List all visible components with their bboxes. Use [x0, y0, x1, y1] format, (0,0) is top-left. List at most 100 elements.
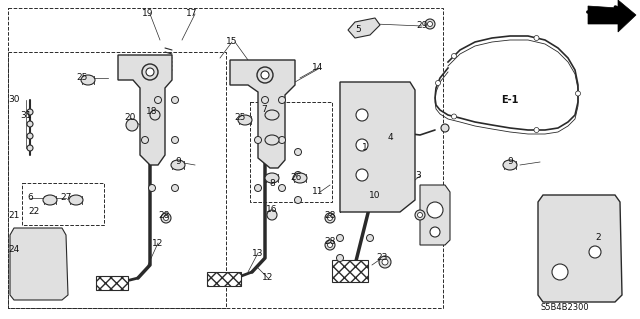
Polygon shape — [348, 18, 380, 38]
Circle shape — [150, 110, 160, 120]
Circle shape — [255, 184, 262, 191]
Ellipse shape — [265, 110, 279, 120]
Circle shape — [441, 124, 449, 132]
Circle shape — [356, 139, 368, 151]
Text: 22: 22 — [28, 207, 40, 217]
Circle shape — [575, 91, 580, 96]
Text: 15: 15 — [227, 38, 237, 47]
Circle shape — [27, 145, 33, 151]
Circle shape — [262, 97, 269, 103]
Bar — [8, 8, 443, 308]
Circle shape — [154, 97, 161, 103]
Polygon shape — [420, 185, 450, 245]
Circle shape — [325, 213, 335, 223]
Text: 5: 5 — [355, 26, 361, 34]
Circle shape — [367, 234, 374, 241]
Circle shape — [146, 68, 154, 76]
Text: 20: 20 — [124, 114, 136, 122]
Circle shape — [267, 210, 277, 220]
Bar — [250, 102, 332, 202]
Text: FR.: FR. — [589, 10, 611, 20]
Circle shape — [356, 109, 368, 121]
Circle shape — [294, 149, 301, 155]
Text: 23: 23 — [376, 254, 388, 263]
Ellipse shape — [265, 135, 279, 145]
Text: 9: 9 — [507, 158, 513, 167]
Circle shape — [261, 71, 269, 79]
Bar — [22, 183, 104, 225]
Text: 18: 18 — [147, 108, 157, 116]
Text: 26: 26 — [291, 174, 301, 182]
Circle shape — [328, 216, 333, 220]
Text: 28: 28 — [324, 211, 336, 219]
Circle shape — [356, 169, 368, 181]
Ellipse shape — [293, 173, 307, 183]
Bar — [96, 276, 128, 290]
Ellipse shape — [503, 160, 517, 170]
Text: 3: 3 — [415, 172, 421, 181]
Circle shape — [27, 133, 33, 139]
Circle shape — [163, 216, 168, 220]
Polygon shape — [118, 55, 172, 165]
Circle shape — [435, 80, 440, 85]
Ellipse shape — [171, 160, 185, 170]
Circle shape — [430, 227, 440, 237]
Text: 6: 6 — [27, 194, 33, 203]
Circle shape — [589, 246, 601, 258]
Text: 12: 12 — [152, 239, 164, 248]
Circle shape — [534, 35, 539, 41]
Text: 1: 1 — [362, 144, 368, 152]
Circle shape — [379, 256, 391, 268]
Circle shape — [257, 67, 273, 83]
Circle shape — [328, 242, 333, 248]
Text: S5B4B2300: S5B4B2300 — [541, 303, 589, 313]
Text: 11: 11 — [312, 188, 324, 197]
Circle shape — [552, 264, 568, 280]
Text: 2: 2 — [595, 234, 601, 242]
Circle shape — [278, 137, 285, 144]
Polygon shape — [548, 208, 608, 290]
Circle shape — [534, 128, 539, 132]
Circle shape — [172, 97, 179, 103]
Text: 10: 10 — [369, 190, 381, 199]
Circle shape — [172, 184, 179, 191]
Text: 4: 4 — [387, 133, 393, 143]
Text: 19: 19 — [142, 10, 154, 19]
Text: 28: 28 — [324, 238, 336, 247]
Circle shape — [294, 197, 301, 204]
Circle shape — [172, 137, 179, 144]
Circle shape — [278, 97, 285, 103]
Text: 25: 25 — [76, 73, 88, 83]
Circle shape — [294, 172, 301, 179]
Polygon shape — [230, 60, 295, 168]
Circle shape — [161, 213, 171, 223]
Circle shape — [451, 54, 456, 58]
Text: 12: 12 — [262, 273, 274, 283]
Text: 21: 21 — [8, 211, 20, 219]
Circle shape — [425, 19, 435, 29]
Circle shape — [325, 240, 335, 250]
Bar — [207, 272, 241, 286]
Circle shape — [337, 234, 344, 241]
Text: 28: 28 — [158, 211, 170, 219]
Circle shape — [428, 21, 433, 26]
Text: 16: 16 — [266, 205, 278, 214]
Ellipse shape — [69, 195, 83, 205]
Polygon shape — [538, 195, 622, 302]
Circle shape — [451, 114, 456, 119]
Polygon shape — [588, 0, 636, 32]
Circle shape — [255, 137, 262, 144]
Text: 29: 29 — [416, 21, 428, 31]
Text: 14: 14 — [312, 63, 324, 72]
Circle shape — [382, 259, 388, 265]
Text: 27: 27 — [60, 194, 72, 203]
Circle shape — [142, 64, 158, 80]
Text: 13: 13 — [252, 249, 264, 257]
Circle shape — [126, 119, 138, 131]
Circle shape — [417, 212, 422, 218]
Text: 7: 7 — [261, 106, 267, 115]
Circle shape — [141, 137, 148, 144]
Text: 8: 8 — [269, 179, 275, 188]
Circle shape — [278, 184, 285, 191]
Ellipse shape — [81, 75, 95, 85]
